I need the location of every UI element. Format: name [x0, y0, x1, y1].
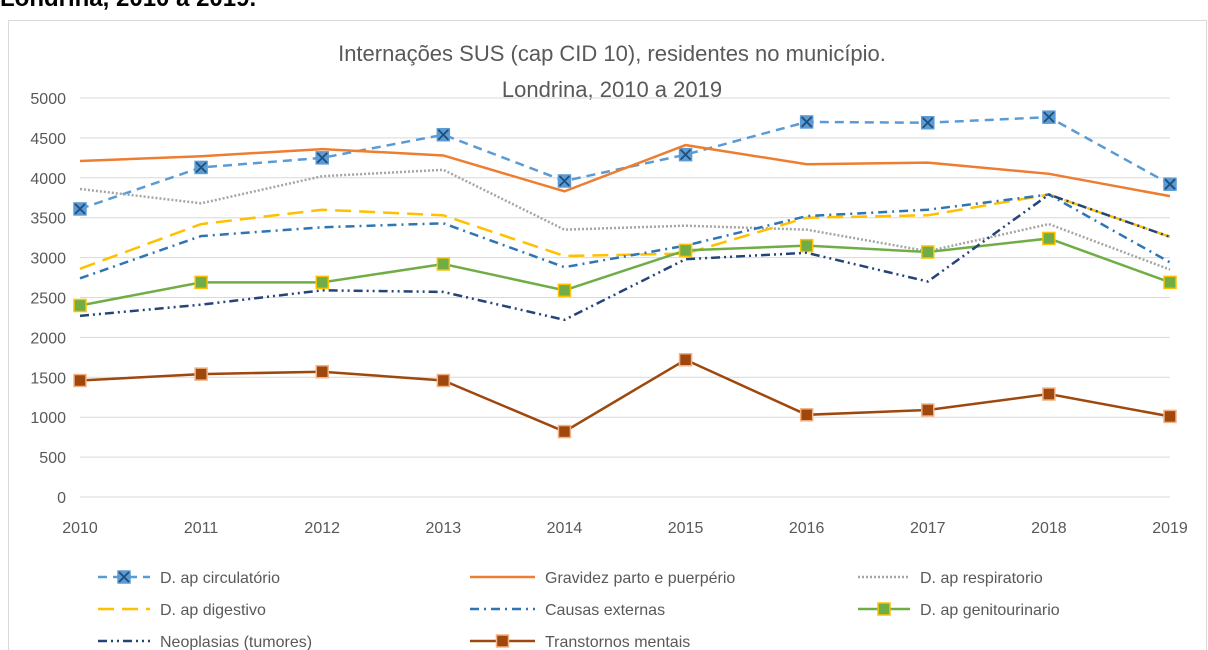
marker	[799, 115, 814, 129]
legend-label: D. ap circulatório	[160, 570, 280, 587]
marker	[1163, 275, 1177, 290]
legend-label: D. ap digestivo	[160, 602, 266, 619]
legend-label: D. ap genitourinario	[920, 602, 1060, 619]
legend-label: Causas externas	[545, 602, 665, 619]
marker	[436, 257, 451, 271]
marker	[315, 364, 329, 379]
marker	[678, 147, 693, 162]
caption: Londrina, 2010 a 2019.	[0, 0, 256, 12]
x-tick-label: 2013	[426, 520, 462, 537]
marker	[799, 408, 814, 422]
series-line	[79, 358, 1171, 433]
marker	[315, 275, 329, 290]
y-tick-label: 3500	[30, 211, 66, 228]
x-tick-label: 2011	[184, 520, 219, 537]
chart-title: Internações SUS (cap CID 10), residentes…	[338, 41, 886, 66]
marker	[117, 570, 131, 584]
x-tick-label: 2015	[668, 520, 704, 537]
x-tick-label: 2017	[910, 520, 946, 537]
marker	[678, 243, 693, 258]
legend-label: Gravidez parto e puerpério	[545, 570, 735, 587]
marker	[73, 298, 87, 313]
x-tick-label: 2019	[1152, 520, 1188, 537]
marker	[921, 115, 935, 130]
legend-label: D. ap respiratorio	[920, 570, 1043, 587]
y-tick-label: 5000	[30, 91, 66, 108]
series-line	[79, 193, 1171, 280]
marker	[1042, 231, 1056, 246]
y-tick-label: 1000	[30, 410, 66, 427]
marker	[73, 202, 87, 216]
marker	[1042, 110, 1056, 124]
x-tick-label: 2016	[789, 520, 825, 537]
series-line	[79, 143, 1171, 198]
x-tick-label: 2014	[547, 520, 583, 537]
marker	[194, 160, 208, 175]
marker	[436, 373, 451, 388]
marker	[921, 245, 935, 259]
marker	[495, 634, 510, 648]
marker	[799, 238, 814, 253]
series-line	[79, 237, 1171, 307]
legend-label: Neoplasias (tumores)	[160, 634, 312, 650]
y-tick-label: 3000	[30, 251, 66, 268]
marker	[557, 283, 572, 298]
marker	[194, 275, 208, 290]
marker	[877, 602, 891, 616]
marker	[1042, 387, 1056, 401]
series-line	[79, 193, 1171, 322]
y-tick-label: 2000	[30, 330, 66, 347]
y-tick-label: 2500	[30, 291, 66, 308]
marker	[436, 127, 451, 142]
marker	[315, 151, 329, 165]
marker	[73, 373, 87, 388]
marker	[678, 352, 693, 367]
marker	[921, 403, 935, 417]
y-tick-label: 4500	[30, 131, 66, 148]
marker	[557, 424, 572, 439]
x-tick-label: 2010	[62, 520, 98, 537]
marker	[557, 174, 572, 188]
y-tick-label: 0	[57, 490, 66, 507]
marker	[1163, 177, 1177, 191]
y-tick-label: 1500	[30, 370, 66, 387]
series-line	[79, 193, 1171, 270]
x-tick-label: 2018	[1031, 520, 1067, 537]
y-tick-label: 4000	[30, 171, 66, 188]
chart-frame	[8, 20, 1207, 650]
legend-label: Transtornos mentais	[545, 634, 690, 650]
marker	[194, 367, 208, 381]
y-tick-label: 500	[39, 450, 66, 467]
series-line	[79, 115, 1171, 211]
x-tick-label: 2012	[304, 520, 340, 537]
marker	[1163, 409, 1177, 424]
